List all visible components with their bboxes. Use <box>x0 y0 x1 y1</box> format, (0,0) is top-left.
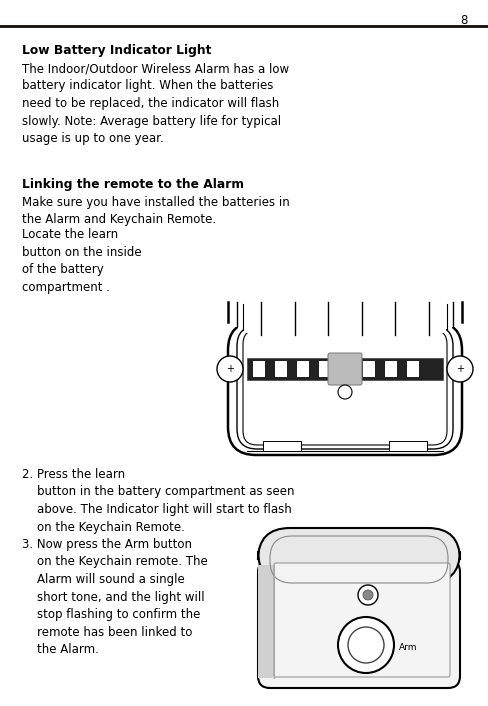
Bar <box>238 321 452 329</box>
Text: The Indoor/Outdoor Wireless Alarm has a low
battery indicator light. When the ba: The Indoor/Outdoor Wireless Alarm has a … <box>22 62 289 145</box>
Text: 3. Now press the Arm button
    on the Keychain remote. The
    Alarm will sound: 3. Now press the Arm button on the Keych… <box>22 538 208 656</box>
Text: Locate the learn
button on the inside
of the battery
compartment .: Locate the learn button on the inside of… <box>22 228 142 294</box>
Bar <box>319 361 331 377</box>
FancyBboxPatch shape <box>328 353 362 385</box>
Text: +: + <box>226 364 234 374</box>
Circle shape <box>363 590 373 600</box>
Bar <box>263 441 301 451</box>
Bar <box>297 361 309 377</box>
Bar <box>385 361 397 377</box>
Text: 2. Press the learn
    button in the battery compartment as seen
    above. The : 2. Press the learn button in the battery… <box>22 468 294 534</box>
Text: 8: 8 <box>461 14 468 27</box>
Text: +: + <box>456 364 464 374</box>
Circle shape <box>217 356 243 382</box>
Bar <box>253 361 265 377</box>
FancyBboxPatch shape <box>243 330 447 445</box>
Bar <box>341 361 353 377</box>
Circle shape <box>447 356 473 382</box>
FancyBboxPatch shape <box>237 326 453 449</box>
FancyBboxPatch shape <box>258 528 460 583</box>
Text: Make sure you have installed the batteries in
the Alarm and Keychain Remote.: Make sure you have installed the batteri… <box>22 196 290 227</box>
Bar <box>247 358 443 380</box>
Bar <box>389 441 427 451</box>
Bar <box>230 317 460 327</box>
Bar <box>275 361 287 377</box>
Bar <box>407 361 419 377</box>
FancyBboxPatch shape <box>274 563 450 677</box>
FancyBboxPatch shape <box>228 322 462 455</box>
Text: Low Battery Indicator Light: Low Battery Indicator Light <box>22 44 211 57</box>
FancyBboxPatch shape <box>258 560 460 688</box>
Circle shape <box>338 617 394 673</box>
Circle shape <box>338 385 352 399</box>
Bar <box>258 565 274 678</box>
Circle shape <box>348 627 384 663</box>
Text: Linking the remote to the Alarm: Linking the remote to the Alarm <box>22 178 244 191</box>
Bar <box>244 326 446 333</box>
Circle shape <box>358 585 378 605</box>
Text: Arm: Arm <box>399 642 418 652</box>
Bar <box>363 361 375 377</box>
